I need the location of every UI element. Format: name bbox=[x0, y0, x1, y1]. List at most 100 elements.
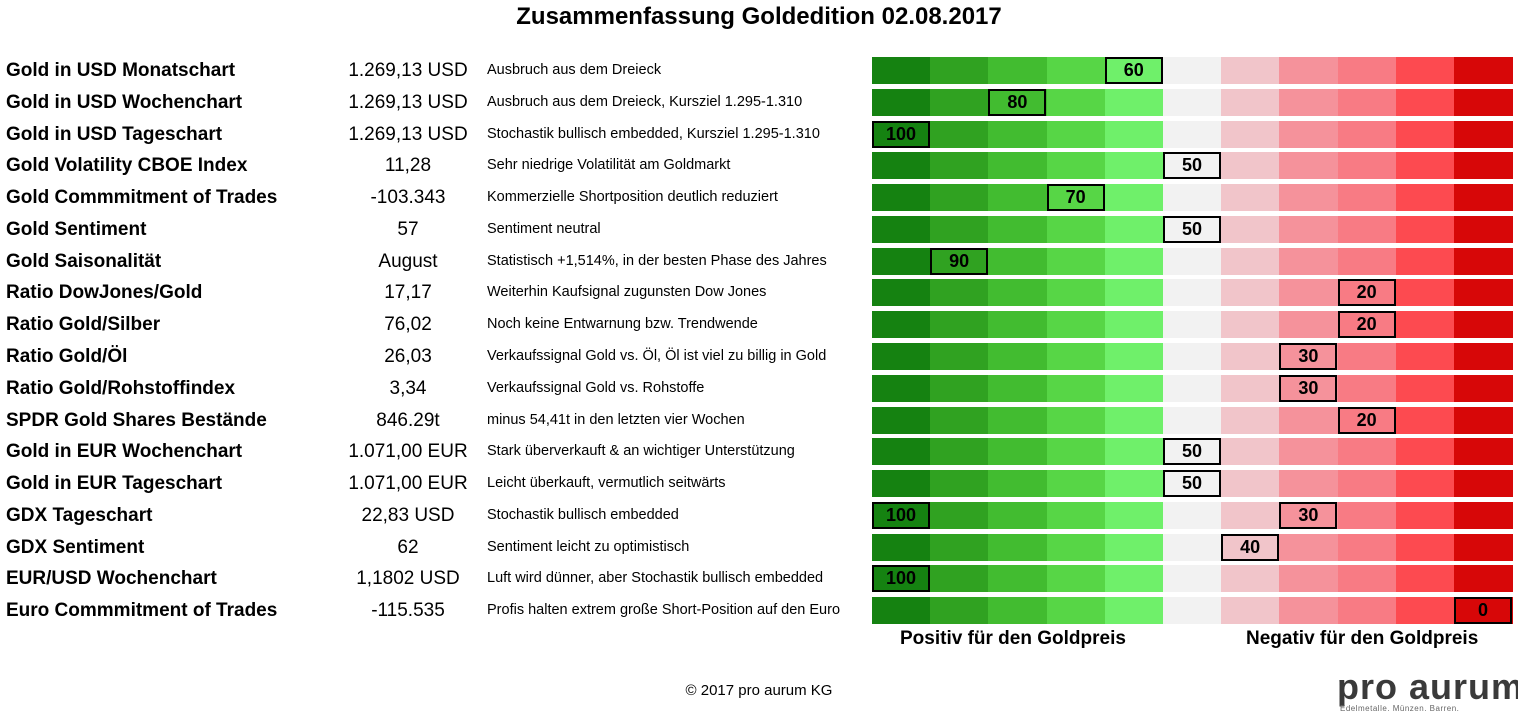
scale-cell bbox=[1454, 88, 1513, 116]
indicator-value: 1.269,13 USD bbox=[348, 123, 468, 145]
scale-cell bbox=[1046, 533, 1106, 561]
scale-cell bbox=[1046, 279, 1106, 307]
scale-cell bbox=[1395, 184, 1455, 212]
score-marker: 30 bbox=[1279, 501, 1338, 529]
scale-cell bbox=[1395, 565, 1455, 593]
scale-cell bbox=[930, 88, 989, 116]
scale-cell bbox=[1046, 120, 1106, 148]
scale-cell bbox=[1337, 57, 1397, 84]
scale-cell bbox=[1221, 374, 1280, 402]
scale-cell bbox=[988, 470, 1048, 498]
table-row: GDX Tageschart 22,83 USD Stochastik bullis… bbox=[0, 500, 1518, 531]
scale-cell bbox=[1046, 247, 1106, 275]
table-row: Gold Commmitment of Trades -103.343 Kommer… bbox=[0, 182, 1518, 213]
scale-cell bbox=[1163, 343, 1222, 371]
scale-cell bbox=[1163, 279, 1222, 307]
scale-cell bbox=[1395, 470, 1455, 498]
score-marker: 50 bbox=[1163, 215, 1221, 243]
scale-cell bbox=[1163, 406, 1222, 434]
indicator-value: -103.343 bbox=[370, 187, 446, 209]
scale-cell bbox=[930, 406, 989, 434]
scale-cell bbox=[872, 470, 931, 498]
table-row: SPDR Gold Shares Bestände 846.29t minus 54… bbox=[0, 405, 1518, 436]
scale-cell bbox=[1454, 406, 1513, 434]
score-marker: 30 bbox=[1279, 374, 1338, 402]
score-marker: 100 bbox=[872, 120, 930, 148]
scale-cell bbox=[1221, 152, 1280, 180]
scale-cell bbox=[1454, 184, 1513, 212]
scale-cell bbox=[1395, 406, 1455, 434]
scale-cell bbox=[1221, 279, 1280, 307]
indicator-value: 11,28 bbox=[384, 155, 432, 177]
scale-cell bbox=[1163, 374, 1222, 402]
table-row: Euro Commmitment of Trades -115.535 Profis… bbox=[0, 595, 1518, 626]
scale-cell bbox=[930, 565, 989, 593]
table-row: Ratio Gold/Rohstoffindex 3,34 Verkaufssign… bbox=[0, 373, 1518, 404]
scale-cell bbox=[1454, 279, 1513, 307]
scale-cell bbox=[988, 406, 1048, 434]
scale-cell bbox=[1104, 215, 1164, 243]
scale-cell bbox=[1395, 88, 1455, 116]
scale-cell bbox=[1337, 88, 1397, 116]
scale-cell bbox=[988, 184, 1048, 212]
scale-cell bbox=[1395, 57, 1455, 84]
scale-cell bbox=[1046, 470, 1106, 498]
score-marker: 100 bbox=[872, 501, 930, 529]
scale-cell bbox=[1104, 311, 1164, 339]
scale-cell bbox=[1395, 374, 1455, 402]
scale-cell bbox=[930, 597, 989, 625]
scale-cell bbox=[1395, 597, 1455, 625]
scale-cell bbox=[1046, 501, 1106, 529]
scale-cell bbox=[1279, 88, 1339, 116]
scale-cell bbox=[872, 311, 931, 339]
scale-cell bbox=[872, 438, 931, 466]
scale-cell bbox=[1163, 184, 1222, 212]
indicator-comment: Verkaufssignal Gold vs. Öl, Öl ist viel … bbox=[487, 348, 827, 365]
indicator-label: Ratio Gold/Rohstoffindex bbox=[6, 377, 236, 399]
scale-cell bbox=[1395, 311, 1455, 339]
scale-cell bbox=[1279, 597, 1339, 625]
scale-cell bbox=[1337, 533, 1397, 561]
scale-cell bbox=[1104, 279, 1164, 307]
scale-cell bbox=[1454, 470, 1513, 498]
score-marker: 0 bbox=[1454, 597, 1512, 625]
score-marker: 20 bbox=[1337, 406, 1396, 434]
indicator-value: 1.269,13 USD bbox=[348, 91, 468, 113]
indicator-comment: Stark überverkauft & an wichtiger Unters… bbox=[487, 443, 795, 460]
scale-cell bbox=[1337, 597, 1397, 625]
scale-cell bbox=[1279, 470, 1339, 498]
scale-cell bbox=[930, 57, 989, 84]
scale-cell bbox=[872, 597, 931, 625]
scale-cell bbox=[1221, 215, 1280, 243]
scale-cell bbox=[1279, 406, 1339, 434]
scale-cell bbox=[988, 152, 1048, 180]
scale-cell bbox=[872, 374, 931, 402]
indicator-comment: Statistisch +1,514%, in der besten Phase… bbox=[487, 252, 827, 269]
indicator-value: 57 bbox=[397, 218, 419, 240]
scale-cell bbox=[1454, 215, 1513, 243]
scale-cell bbox=[1221, 184, 1280, 212]
scale-cell bbox=[1104, 470, 1164, 498]
scale-cell bbox=[872, 152, 931, 180]
indicator-comment: Luft wird dünner, aber Stochastik bullis… bbox=[487, 570, 824, 587]
scale-cell bbox=[1221, 120, 1280, 148]
positive-label: Positiv für den Goldpreis bbox=[900, 628, 1126, 649]
scale-cell bbox=[1454, 152, 1513, 180]
scale-cell bbox=[1163, 501, 1222, 529]
scale-cell bbox=[1395, 152, 1455, 180]
scale-cell bbox=[872, 247, 931, 275]
scale-cell bbox=[872, 533, 931, 561]
scale-cell bbox=[1104, 88, 1164, 116]
scale-cell bbox=[1104, 565, 1164, 593]
scale-cell bbox=[930, 311, 989, 339]
table-row: EUR/USD Wochenchart 1,1802 USD Luft wird d… bbox=[0, 563, 1518, 594]
scale-cell bbox=[1454, 501, 1513, 529]
score-marker: 70 bbox=[1046, 184, 1105, 212]
indicator-value: 62 bbox=[397, 536, 419, 558]
indicator-comment: minus 54,41t in den letzten vier Wochen bbox=[487, 411, 745, 428]
table-row: Gold Saisonalität August Statistisch +1,51… bbox=[0, 246, 1518, 277]
scale-cell bbox=[930, 374, 989, 402]
scale-cell bbox=[988, 215, 1048, 243]
scale-cell bbox=[988, 120, 1048, 148]
scale-cell bbox=[988, 247, 1048, 275]
